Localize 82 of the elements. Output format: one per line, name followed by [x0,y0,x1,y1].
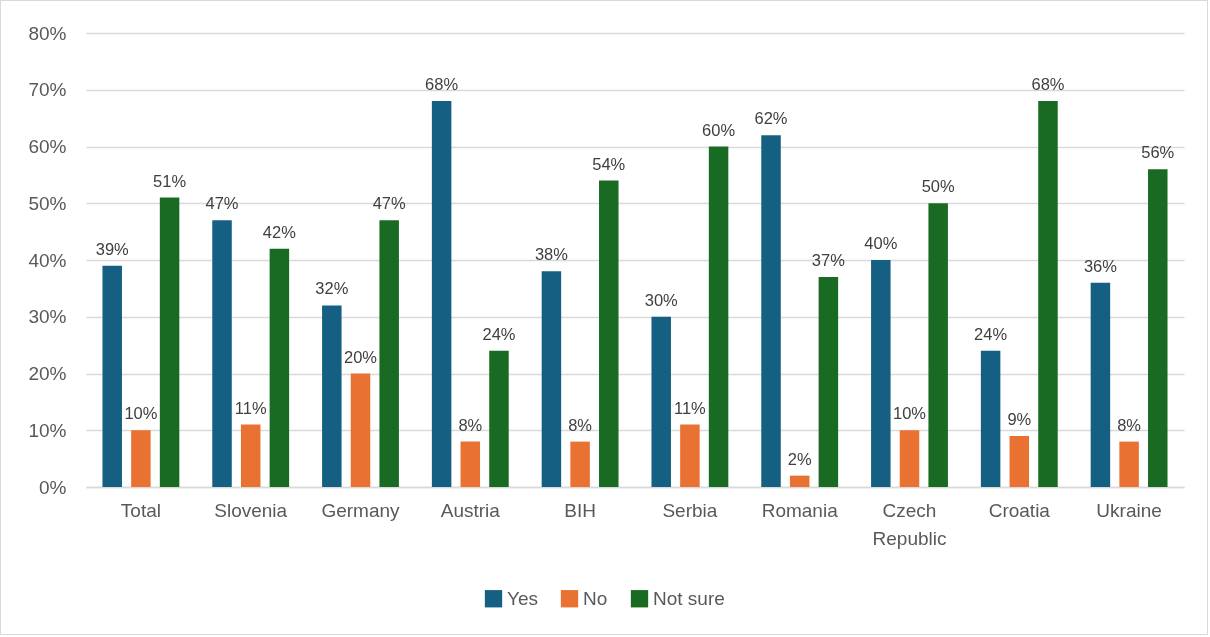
y-tick-label: 20% [28,363,67,384]
data-label: 24% [974,324,1008,343]
data-label: 60% [702,120,736,139]
bar [159,197,180,487]
y-tick-label: 80% [28,22,67,44]
data-label: 54% [592,154,626,173]
data-label: 8% [1117,415,1142,434]
data-label: 50% [921,177,956,196]
x-tick-label: Ukraine [1096,499,1162,521]
legend-label: Yes [507,587,538,609]
x-tick-label: Czech Republic [872,499,947,549]
bar [240,424,261,487]
bar [570,441,590,487]
data-label: 47% [205,194,239,213]
x-tick-label: Total [120,499,161,521]
bar [131,430,151,487]
y-tick-label: 0% [39,476,67,498]
y-tick-label: 60% [28,136,67,157]
x-tick-label: Germany [321,499,401,521]
bar [541,271,562,487]
data-label: 68% [425,75,459,94]
data-label: 40% [864,234,898,252]
bar [1038,101,1058,487]
y-tick-label: 30% [28,306,67,328]
bar [431,101,452,487]
bar [980,350,1001,487]
data-label: 30% [644,290,679,309]
bar [871,260,891,487]
y-tick-label: 70% [28,79,67,101]
data-label: 56% [1141,143,1175,162]
y-tick-label: 50% [28,192,67,214]
data-label: 36% [1083,256,1118,275]
bar [761,135,781,487]
data-label: 24% [482,324,516,343]
x-tick-label: Romania [761,499,839,521]
bar [899,430,920,487]
bar [1009,435,1030,487]
bar [102,265,122,487]
bar [928,203,948,487]
data-label: 11% [234,398,267,417]
data-label: 37% [811,251,846,270]
bar [708,146,729,487]
y-tick-label: 10% [28,419,67,441]
bar [1148,169,1168,487]
data-label: 42% [262,222,297,241]
x-tick-label: Serbia [662,499,718,521]
y-tick-label: 40% [28,249,67,271]
bar [1119,441,1139,487]
legend-label: Not sure [653,587,725,609]
bar [599,180,619,487]
data-label: 68% [1031,75,1065,94]
bar [322,305,342,487]
data-label: 9% [1007,409,1032,428]
x-tick-label: Slovenia [214,499,288,521]
x-tick-label: Austria [440,499,501,521]
data-label: 32% [315,279,349,298]
data-label: 2% [787,449,812,468]
bar [818,277,839,487]
data-label: 10% [892,404,927,423]
bar [460,441,481,487]
data-label: 20% [343,347,378,366]
bar [651,316,671,487]
bar [379,220,399,487]
data-label: 38% [534,245,569,264]
x-tick-label: Croatia [988,499,1051,521]
bar [212,220,232,487]
data-label: 10% [124,404,158,423]
bar [350,373,371,487]
data-label: 47% [372,194,407,213]
data-label: 8% [458,415,483,434]
bar [269,248,290,487]
data-label: 62% [754,109,788,128]
bar [680,424,700,487]
data-label: 11% [673,398,707,417]
data-label: 51% [153,171,187,190]
data-label: 39% [95,239,130,258]
data-label: 8% [568,415,593,434]
bar [489,350,509,487]
x-tick-label: BIH [564,499,596,521]
bar [1090,282,1111,487]
legend-label: No [583,587,608,609]
bar [789,475,810,487]
